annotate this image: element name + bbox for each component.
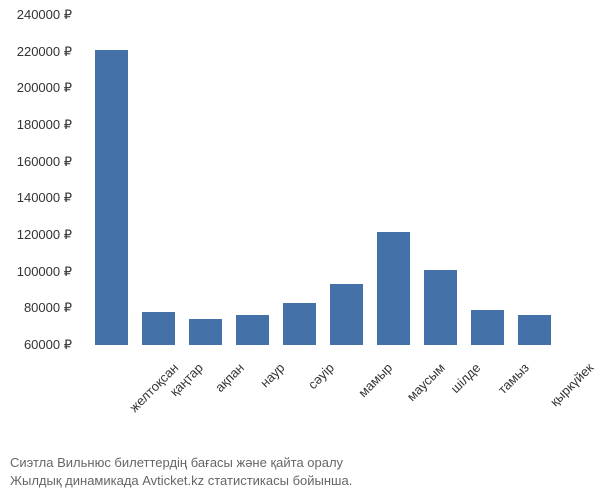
x-tick-label: қыркүйек <box>547 360 596 409</box>
x-tick-label: ақпан <box>212 360 247 395</box>
bar <box>95 50 128 345</box>
bar <box>236 315 269 345</box>
x-axis-labels: желтоқсанқаңтарақпаннаурсәуірмамырмаусым… <box>85 350 575 440</box>
bars-group <box>85 15 575 345</box>
bar <box>424 270 457 345</box>
bar <box>471 310 504 345</box>
x-tick-label: маусым <box>403 360 447 404</box>
y-tick-label: 180000 ₽ <box>17 117 72 133</box>
y-tick-label: 240000 ₽ <box>17 7 72 23</box>
bar <box>377 232 410 345</box>
bar <box>283 303 316 345</box>
y-tick-label: 80000 ₽ <box>24 300 72 316</box>
y-tick-label: 160000 ₽ <box>17 154 72 170</box>
bar <box>330 284 363 345</box>
x-tick-label: тамыз <box>494 360 531 397</box>
y-tick-label: 220000 ₽ <box>17 44 72 60</box>
caption-line-2: Жылдық динамикада Avticket.kz статистика… <box>10 472 352 490</box>
y-axis: 60000 ₽80000 ₽100000 ₽120000 ₽140000 ₽16… <box>0 15 80 345</box>
bar <box>518 315 551 345</box>
caption-line-1: Сиэтла Вильнюс билеттердің бағасы және қ… <box>10 454 352 472</box>
chart-caption: Сиэтла Вильнюс билеттердің бағасы және қ… <box>10 454 352 490</box>
x-tick-label: сәуір <box>304 360 336 392</box>
y-tick-label: 120000 ₽ <box>17 227 72 243</box>
y-tick-label: 140000 ₽ <box>17 190 72 206</box>
y-tick-label: 60000 ₽ <box>24 337 72 353</box>
bar <box>142 312 175 345</box>
bar <box>189 319 222 345</box>
x-tick-label: наур <box>257 360 287 390</box>
x-tick-label: шілде <box>447 360 483 396</box>
x-tick-label: мамыр <box>355 360 395 400</box>
y-tick-label: 100000 ₽ <box>17 264 72 280</box>
bar-chart <box>85 15 575 345</box>
y-tick-label: 200000 ₽ <box>17 80 72 96</box>
